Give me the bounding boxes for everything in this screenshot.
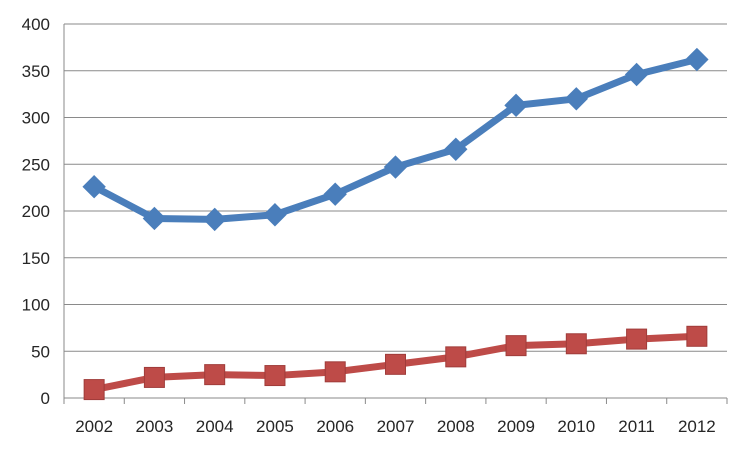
series-1-point-2003 bbox=[142, 206, 167, 231]
y-axis-tick-labels: 0 50 100 150 200 250 300 350 400 bbox=[22, 15, 50, 408]
x-tick-label: 2007 bbox=[377, 417, 415, 436]
x-tick-label: 2008 bbox=[437, 417, 475, 436]
y-tick-label: 50 bbox=[31, 342, 50, 361]
data-series bbox=[82, 47, 709, 401]
y-tick-label: 350 bbox=[22, 62, 50, 81]
series-1-point-2007 bbox=[383, 155, 408, 179]
series-2 bbox=[83, 325, 708, 401]
series-2-point-2003 bbox=[143, 366, 165, 388]
x-tick-label: 2005 bbox=[256, 417, 294, 436]
series-2-point-2007 bbox=[385, 353, 406, 375]
series-1-point-2002 bbox=[82, 174, 106, 199]
series-2-point-2005 bbox=[264, 365, 286, 387]
series-2-point-2002 bbox=[83, 379, 105, 401]
x-tick-label: 2004 bbox=[196, 417, 234, 436]
y-tick-label: 200 bbox=[22, 202, 50, 221]
x-tick-label: 2011 bbox=[618, 417, 655, 436]
y-tick-label: 300 bbox=[22, 109, 50, 128]
series-1-point-2006 bbox=[323, 182, 347, 206]
y-tick-label: 250 bbox=[22, 155, 50, 174]
series-1-point-2009 bbox=[504, 93, 528, 118]
series-1-line bbox=[90, 56, 701, 223]
series-1-point-2012 bbox=[685, 47, 709, 72]
series-2-point-2012 bbox=[686, 325, 708, 347]
y-tick-label: 400 bbox=[22, 15, 50, 34]
series-2-point-2004 bbox=[204, 364, 226, 386]
x-tick-label: 2012 bbox=[678, 417, 716, 436]
x-tick-label: 2010 bbox=[557, 417, 595, 436]
series-2-point-2011 bbox=[626, 328, 648, 350]
y-tick-label: 100 bbox=[22, 296, 50, 315]
series-2-point-2010 bbox=[565, 333, 587, 355]
x-tick-label: 2002 bbox=[75, 417, 113, 436]
series-1 bbox=[82, 47, 709, 232]
series-2-point-2006 bbox=[324, 361, 346, 383]
series-1-point-2005 bbox=[263, 203, 287, 227]
series-1-point-2004 bbox=[202, 207, 227, 232]
series-1-point-2008 bbox=[444, 137, 468, 161]
series-1-point-2010 bbox=[564, 87, 589, 111]
x-tick-label: 2006 bbox=[316, 417, 354, 436]
y-tick-label: 0 bbox=[41, 389, 50, 408]
axes bbox=[63, 24, 728, 404]
y-tick-label: 150 bbox=[22, 249, 50, 268]
series-1-point-2011 bbox=[624, 62, 649, 87]
series-2-point-2008 bbox=[445, 346, 467, 368]
x-axis-tick-labels: 2002 2003 2004 2005 2006 2007 2008 2009 2010 2011… bbox=[75, 417, 716, 436]
series-2-point-2009 bbox=[505, 335, 527, 357]
x-tick-label: 2003 bbox=[135, 417, 173, 436]
x-tick-label: 2009 bbox=[497, 417, 535, 436]
